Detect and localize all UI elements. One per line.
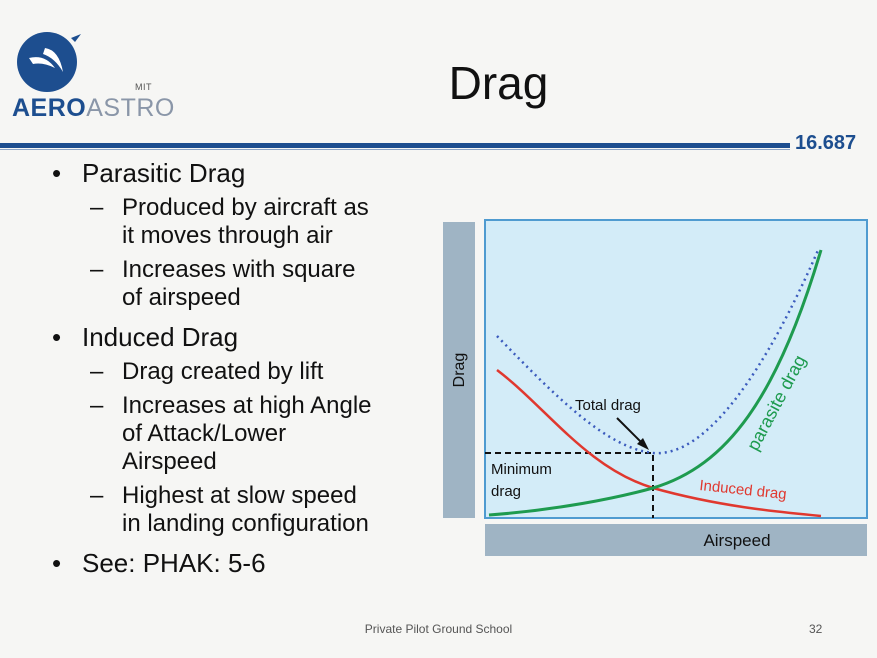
total-drag-label: Total drag — [575, 397, 641, 414]
sub-bullet: – Produced by aircraft as it moves through… — [90, 194, 369, 249]
total-drag-arrowhead — [637, 438, 649, 450]
footer-text: Private Pilot Ground School — [364, 622, 513, 636]
parasite-drag-curve — [488, 249, 823, 517]
xlabel: Airspeed — [703, 531, 770, 550]
min-drag-label-2: drag — [491, 483, 521, 500]
page-number: 32 — [809, 622, 823, 636]
drag-chart: Drag Airspeed Total drag Minimum drag In… — [443, 219, 868, 556]
bullet-induced: Induced Drag — [52, 322, 432, 352]
bullet-parasitic: Parasitic Drag — [52, 158, 432, 188]
sub-bullet: – Drag created by lift — [90, 358, 324, 385]
min-drag-label-1: Minimum — [491, 461, 552, 478]
header-rule — [0, 143, 790, 148]
course-number: 16.687 — [795, 132, 857, 154]
slide-title: Drag — [448, 57, 549, 109]
sub-bullet: – Highest at slow speed in landing configu… — [90, 482, 369, 537]
sub-bullet: – Increases with square of airspeed — [90, 256, 356, 311]
ylabel-bar — [443, 222, 475, 518]
logo-mit: MIT — [135, 82, 152, 92]
logo-wordmark: AEROASTRO — [12, 94, 175, 122]
min-drag-guide — [485, 452, 654, 518]
ylabel: Drag — [451, 353, 468, 388]
plot-area — [484, 219, 868, 519]
header-rule-thin — [0, 149, 790, 150]
bullet-list: Parasitic Drag –Produced by aircraft asi… — [52, 156, 432, 578]
xlabel-bar — [485, 524, 867, 556]
aeroastro-logo-icon — [17, 32, 81, 92]
sub-bullet: – Increases at high Angle of Attack/Lower A… — [90, 392, 372, 475]
bullet-see: See: PHAK: 5-6 — [52, 548, 432, 578]
